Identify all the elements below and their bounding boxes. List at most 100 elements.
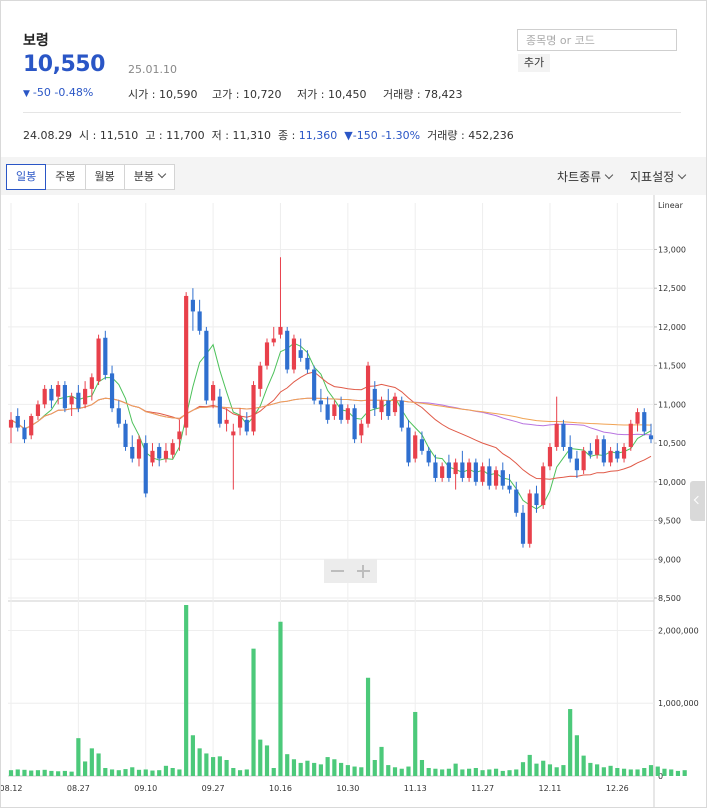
candle-body (453, 462, 458, 475)
candle-body (568, 446, 573, 459)
candle-body (89, 377, 94, 389)
stock-chart[interactable]: Linear 13,000 12,500 12,000 11,500 11,000 10,5… (1, 195, 706, 807)
candle-body (520, 512, 526, 544)
volume-bar (487, 769, 492, 776)
add-button[interactable]: 추가 (518, 54, 550, 72)
candle-body (278, 326, 283, 335)
volume-bar (49, 770, 54, 776)
volume-bar (669, 769, 674, 776)
chart-area[interactable]: Linear 13,000 12,500 12,000 11,500 11,000 10,5… (1, 195, 706, 807)
volume-bar (150, 770, 155, 776)
candle-body (325, 404, 330, 420)
volume-bar (561, 765, 566, 776)
candle-body (595, 439, 600, 455)
candle-body (467, 462, 472, 478)
volume-bar (285, 754, 290, 776)
quote-date: 25.01.10 (128, 63, 177, 76)
volume-bar (568, 709, 573, 776)
volume-bar (554, 767, 559, 776)
candle-body (298, 350, 303, 358)
volume: 거래량 : 78,423 (383, 86, 463, 102)
candle-body (177, 431, 182, 440)
candle-body (76, 392, 81, 409)
price-tick-label: 12,000 (658, 323, 686, 332)
volume-bar (413, 711, 418, 776)
volume-bar (547, 764, 553, 776)
price-tick-label: 10,500 (658, 439, 686, 448)
volume-value: 78,423 (424, 88, 463, 101)
volume-bar (642, 767, 647, 776)
volume-bar (628, 769, 633, 776)
candle-body (305, 357, 310, 370)
volume-bar (392, 767, 398, 776)
candle-body (224, 419, 229, 424)
volume-bar (595, 764, 600, 776)
tab-weekly[interactable]: 주봉 (46, 165, 86, 189)
zoom-out-button[interactable] (324, 559, 350, 583)
volume-bar (89, 748, 94, 776)
volume-bar (655, 766, 660, 776)
candle-body (130, 446, 135, 459)
candle-body (574, 458, 579, 471)
low-label: 저가 : (297, 88, 328, 101)
candle-body (615, 450, 620, 459)
date-tick-label: 09.27 (202, 784, 225, 793)
candle-body (635, 412, 640, 424)
volume-bar (460, 769, 465, 776)
price-tick-label: 12,500 (658, 284, 686, 293)
candle-body (83, 388, 88, 405)
hover-low-label: 저 : (211, 129, 233, 142)
volume-bar (379, 746, 384, 776)
volume-bar (157, 770, 162, 776)
volume-bar (136, 769, 142, 776)
minus-icon (331, 570, 344, 572)
chart-type-dropdown[interactable]: 차트종류 (557, 168, 614, 185)
volume-bar (312, 762, 317, 776)
volume-bar (251, 648, 256, 776)
candle-body (285, 330, 290, 370)
volume-bar (581, 755, 586, 776)
side-panel-toggle[interactable] (690, 481, 705, 521)
volume-bar (419, 759, 425, 776)
candle-body (621, 446, 627, 459)
candle-body (332, 404, 337, 416)
volume-bar (56, 771, 61, 776)
candle-body (244, 419, 249, 432)
tab-minute[interactable]: 분봉 (125, 165, 174, 189)
volume-bar (493, 768, 499, 776)
volume-bar (426, 767, 431, 776)
date-tick-label: 11.27 (471, 784, 494, 793)
candle-body (493, 470, 499, 486)
date-tick-label: 08.27 (67, 784, 90, 793)
volume-bar (62, 770, 67, 776)
volume-bar (197, 748, 202, 776)
candle-body (150, 450, 155, 463)
candle-body (419, 439, 425, 451)
volume-bar (345, 765, 350, 776)
candle-body (352, 408, 357, 440)
candle-body (500, 470, 505, 486)
chevron-down-icon (677, 170, 687, 180)
candle-body (103, 337, 108, 375)
volume-bar (365, 677, 371, 776)
tab-daily[interactable]: 일봉 (6, 164, 47, 190)
volume-bar (35, 770, 41, 776)
indicator-settings-dropdown[interactable]: 지표설정 (630, 168, 687, 185)
hover-high: 11,700 (166, 129, 205, 142)
volume-bar (372, 759, 377, 776)
volume-bar (42, 769, 47, 776)
candle-body (291, 338, 297, 370)
date-tick-label: 12.26 (606, 784, 629, 793)
candle-body (608, 450, 613, 463)
hover-volume-label: 거래량 : (427, 129, 469, 142)
volume-bar (291, 759, 297, 776)
candle-body (123, 423, 128, 447)
volume-bar (211, 757, 216, 776)
tab-monthly[interactable]: 월봉 (86, 165, 125, 189)
hover-ohlc-row: 24.08.29 시 : 11,510 고 : 11,700 저 : 11,310 종 … (23, 127, 514, 143)
stock-search-input[interactable] (517, 29, 677, 51)
volume-bar (83, 761, 88, 776)
candle-body (547, 446, 553, 467)
zoom-in-button[interactable] (350, 559, 376, 583)
volume-bar (305, 760, 310, 776)
